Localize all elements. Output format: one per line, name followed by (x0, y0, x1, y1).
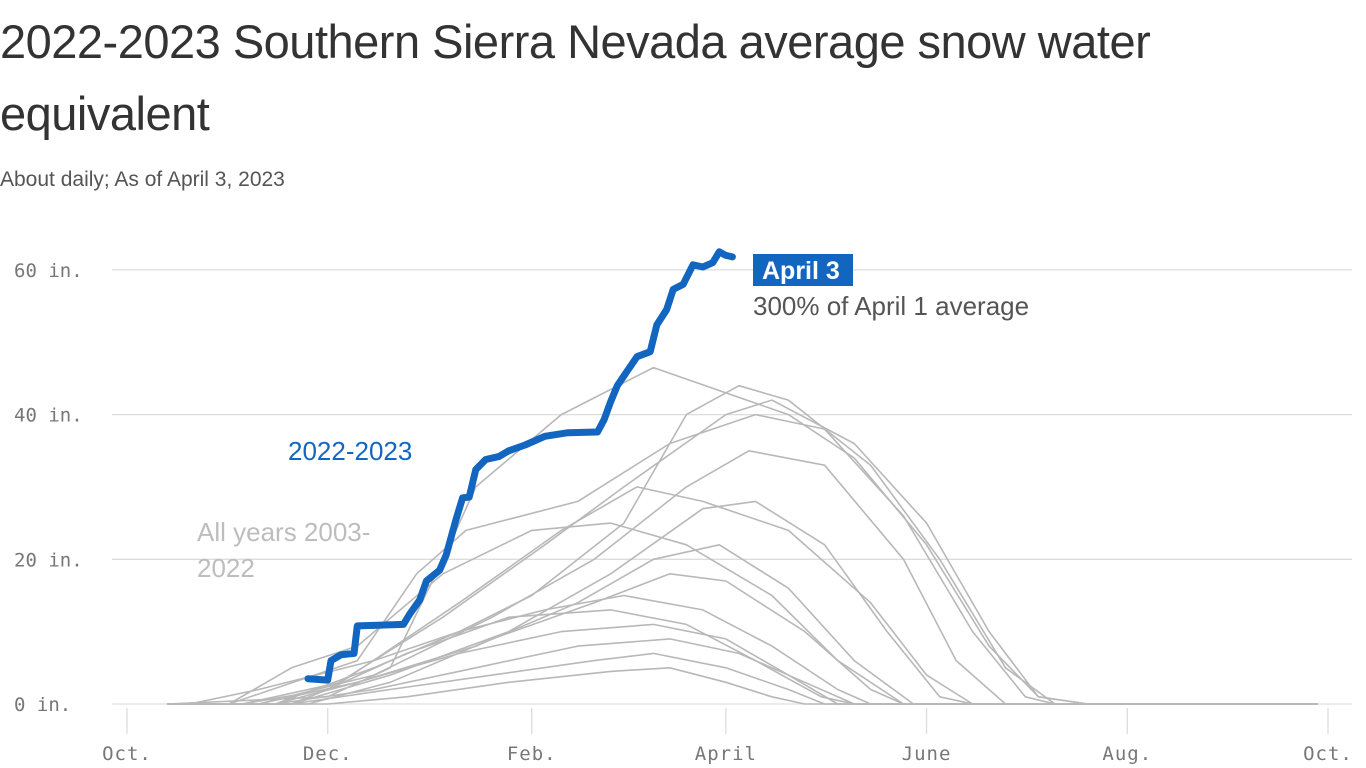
x-tick-label: Aug. (1102, 743, 1152, 765)
x-tick-label: Dec. (303, 743, 353, 765)
x-tick-label: Oct. (1303, 743, 1353, 765)
historical-year-line (167, 572, 1318, 705)
historical-lines (166, 366, 1318, 705)
chart-title: 2022-2023 Southern Sierra Nevada average… (0, 15, 1151, 140)
x-axis-ticks: Oct. Dec. Feb. April June Aug. Oct. (102, 708, 1353, 765)
y-axis-ticks: 0 in. 20 in. 40 in. 60 in. (14, 260, 83, 716)
x-tick-label: June (902, 743, 952, 765)
historical-year-line (167, 623, 1318, 705)
chart-subtitle: About daily; As of April 3, 2023 (0, 168, 285, 191)
end-note: 300% of April 1 average (753, 291, 1029, 321)
historical-year-line (167, 449, 1318, 705)
historical-year-line (167, 500, 1318, 705)
historical-year-line (167, 638, 1318, 705)
history-label-line2: 2022 (197, 553, 255, 583)
historical-year-line (167, 594, 1318, 705)
x-tick-label: Feb. (507, 743, 557, 765)
historical-year-line (167, 413, 1318, 705)
y-tick-label: 20 in. (14, 549, 83, 571)
y-tick-label: 0 in. (14, 694, 71, 716)
end-badge-background (753, 254, 853, 286)
end-badge: April 3 (762, 257, 840, 285)
x-tick-label: Oct. (102, 743, 152, 765)
current-year-label: 2022-2023 (288, 436, 412, 466)
y-tick-label: 60 in. (14, 260, 83, 282)
gridlines (112, 269, 1352, 705)
history-label-line1: All years 2003- (197, 517, 370, 547)
historical-year-line (167, 486, 1318, 705)
historical-year-line (167, 543, 1318, 705)
current-year-line-group (304, 248, 736, 684)
y-tick-label: 40 in. (14, 405, 83, 427)
current-year-line (304, 248, 736, 684)
historical-year-line (167, 666, 1318, 705)
historical-year-line (167, 522, 1318, 705)
historical-year-line (167, 652, 1318, 705)
x-tick-label: April (695, 743, 757, 765)
